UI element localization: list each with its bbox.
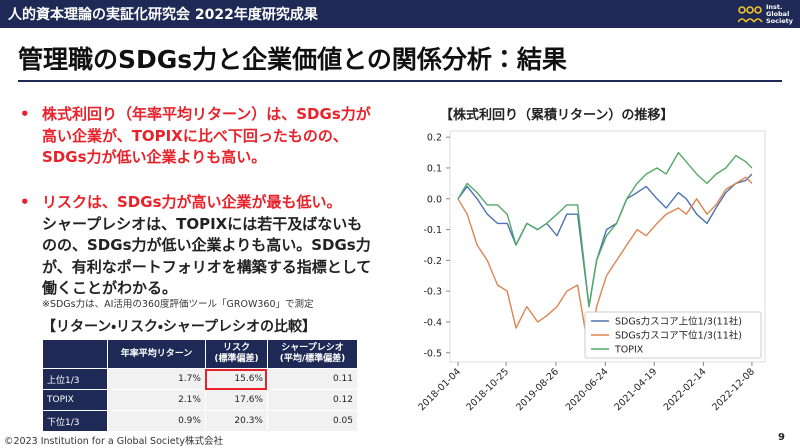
cell: 0.12 — [266, 389, 359, 411]
x-tick-label: 2021-04-19 — [613, 366, 660, 413]
footer: ©2023 Institution for a Global Society株式… — [4, 436, 223, 447]
slide-title: 管理職のSDGs力と企業価値との関係分析：結果 — [18, 45, 567, 74]
bullet: • リスクは、SDGs力が高い企業が最も低い。 シャープレシオは、TOPIXには… — [20, 192, 372, 300]
legend-box — [584, 311, 762, 359]
header-cell — [42, 339, 108, 369]
logo-icon — [738, 6, 763, 23]
logo-text: Society — [766, 17, 794, 25]
y-tick-label: 0.0 — [427, 194, 442, 205]
x-tick-label: 2019-08-26 — [514, 366, 561, 413]
bullet-dot: • — [20, 193, 30, 211]
header-text: リスク — [222, 343, 250, 353]
y-tick-label: 0.2 — [427, 133, 442, 144]
table-row: 上位1/3 1.7% 15.6% 0.11 — [42, 368, 359, 390]
bullet-dot: • — [20, 105, 30, 123]
logo-text: Inst. — [766, 3, 783, 11]
top-bar — [0, 0, 800, 28]
cell-highlighted: 15.6% — [204, 368, 268, 390]
chart-title: 【株式利回り（累積リターン）の推移】 — [440, 108, 674, 123]
series-line — [457, 151, 753, 308]
header-cell: 年率平均リターン — [107, 339, 206, 369]
table-row: TOPIX 2.1% 17.6% 0.12 — [42, 389, 359, 411]
y-tick-label: -0.1 — [423, 225, 442, 236]
row-label: 上位1/3 — [42, 368, 108, 390]
table-row: 下位1/3 0.9% 20.3% 0.05 — [42, 410, 359, 432]
x-tick-label: 2022-02-14 — [662, 366, 709, 413]
cell: 20.3% — [204, 410, 268, 432]
page-number: 9 — [778, 432, 785, 443]
x-tick-label: 2018-01-04 — [416, 366, 463, 413]
y-tick-label: -0.5 — [423, 348, 442, 359]
cell: 17.6% — [204, 389, 268, 411]
row-label: 下位1/3 — [42, 410, 108, 432]
x-tick-label: 2018-10-25 — [464, 366, 511, 413]
cell: 2.1% — [107, 389, 206, 411]
header-title: 人的資本理論の実証化研究会 2022年度研究成果 — [8, 7, 318, 23]
header-text: 年率平均リターン — [120, 348, 193, 359]
cell: 0.11 — [266, 368, 359, 390]
legend-label: SDGs力スコア上位1/3(11社) — [615, 316, 742, 328]
table-head: 年率平均リターン リスク (標準偏差) シャープレシオ (平均/標準偏差) — [42, 339, 359, 369]
bullet-highlight: リスクは、SDGs力が高い企業が最も低い。 — [42, 193, 342, 211]
legend-label: SDGs力スコア下位1/3(11社) — [615, 330, 742, 342]
bullet-body: シャープレシオは、TOPIXには若干及ばないものの、SDGs力が低い企業よりも高… — [42, 214, 372, 298]
logo: Inst. Global Society — [738, 3, 794, 25]
cell: 0.05 — [266, 410, 359, 432]
y-tick-label: -0.2 — [423, 256, 442, 267]
table-body: 上位1/3 1.7% 15.6% 0.11 TOPIX 2.1% 17.6% 0… — [42, 368, 359, 432]
bullet-text: 株式利回り（年率平均リターン）は、SDGs力が高い企業が、TOPIXに比べ下回っ… — [42, 104, 372, 169]
bullet-highlight: 株式利回り（年率平均リターン）は、SDGs力が高い企業が、TOPIXに比べ下回っ… — [42, 105, 371, 166]
series-line — [457, 173, 753, 308]
y-tick-label: -0.4 — [423, 317, 442, 328]
bullet-text: リスクは、SDGs力が高い企業が最も低い。 シャープレシオは、TOPIXには若干… — [42, 192, 372, 300]
comparison-table: 年率平均リターン リスク (標準偏差) シャープレシオ (平均/標準偏差) 上位1/… — [42, 339, 359, 432]
header-text: (標準偏差) — [214, 354, 259, 364]
note: ※SDGs力は、AI活用の360度評価ツール「GROW360」で測定 — [42, 299, 314, 310]
header-text: (平均/標準偏差) — [279, 354, 346, 364]
series-line — [457, 176, 753, 354]
cell: 1.7% — [107, 368, 206, 390]
logo-text: Global — [766, 10, 789, 18]
table-title: 【リターン・リスク・シャープレシオの比較】 — [42, 319, 316, 335]
cell: 0.9% — [107, 410, 206, 432]
header-cell: シャープレシオ (平均/標準偏差) — [266, 339, 359, 369]
y-tick-label: 0.1 — [427, 163, 442, 174]
header-row: 年率平均リターン リスク (標準偏差) シャープレシオ (平均/標準偏差) — [42, 339, 359, 369]
row-label: TOPIX — [42, 389, 108, 411]
x-tick-label: 2022-12-08 — [710, 366, 757, 413]
y-tick-label: -0.3 — [423, 287, 442, 298]
legend-label: TOPIX — [614, 345, 644, 356]
header-cell: リスク (標準偏差) — [204, 339, 268, 369]
bullet: • 株式利回り（年率平均リターン）は、SDGs力が高い企業が、TOPIXに比べ下… — [20, 104, 372, 169]
x-tick-label: 2020-06-24 — [564, 366, 611, 413]
header-text: シャープレシオ — [281, 343, 344, 353]
title-rule — [18, 80, 782, 82]
